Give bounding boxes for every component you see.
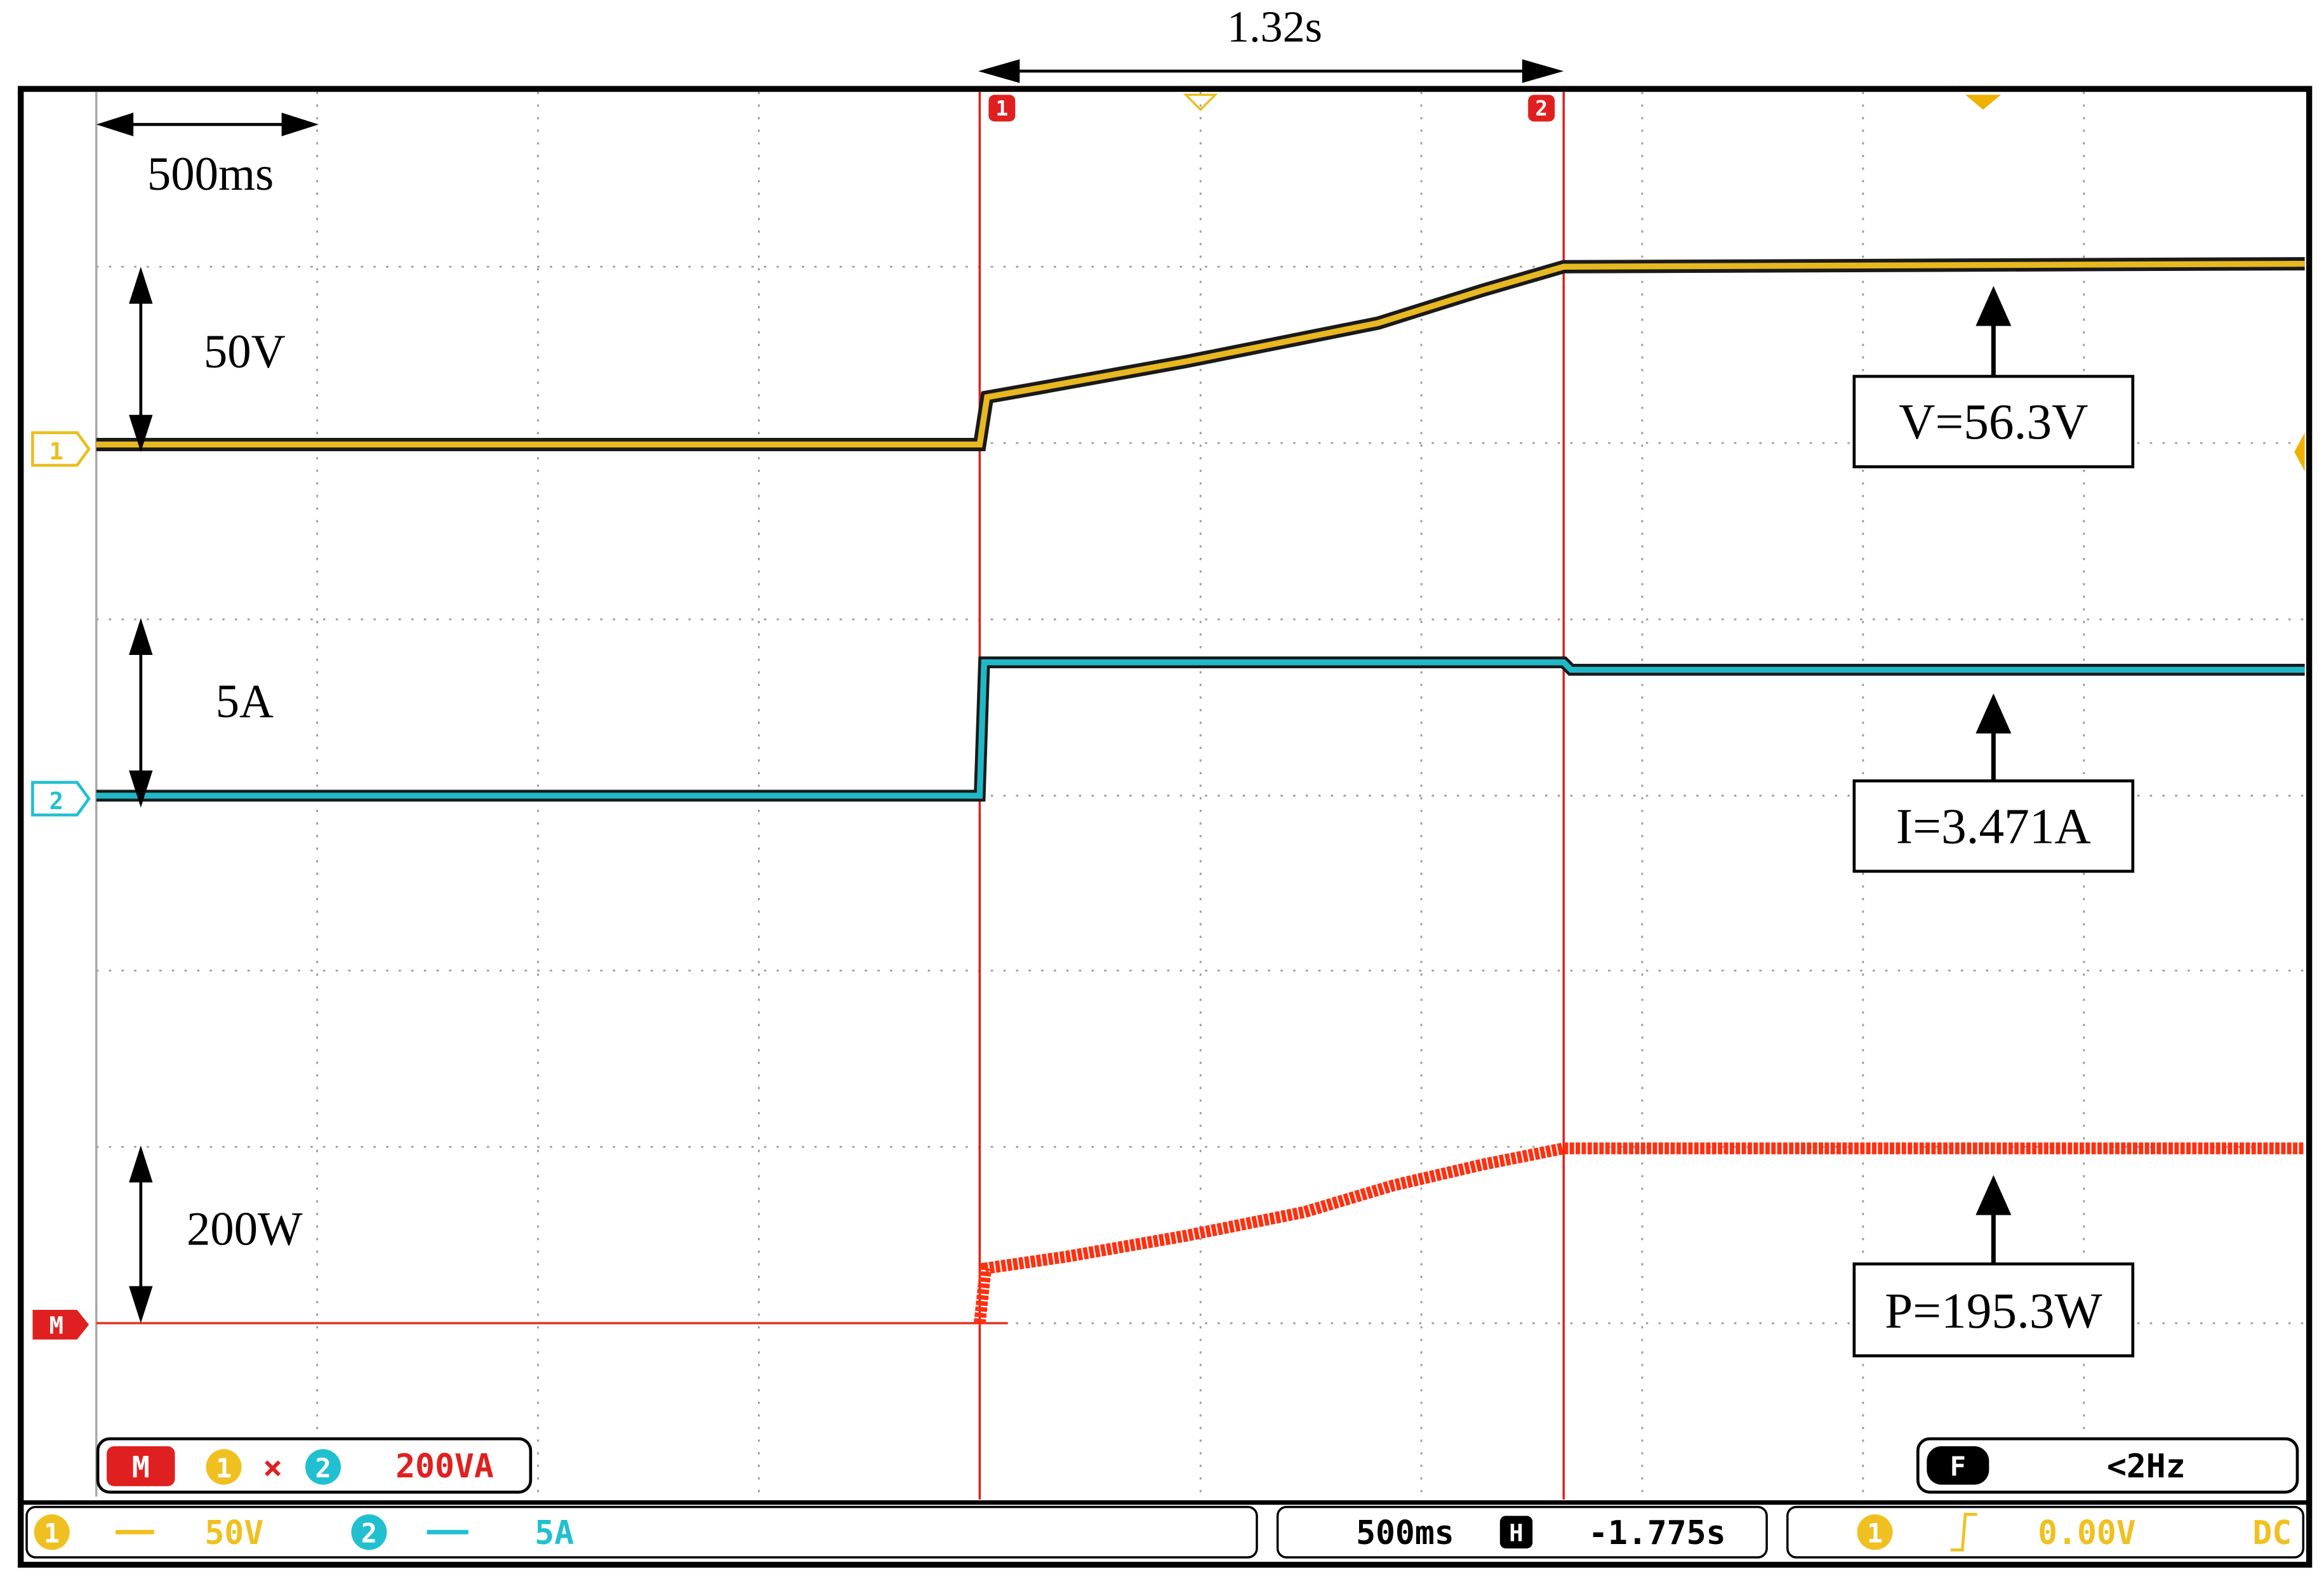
freq-value: <2Hz	[2107, 1448, 2186, 1486]
cursor-badge	[988, 95, 1016, 122]
trigger-level: 0.00V	[2038, 1514, 2136, 1552]
channel-badge	[305, 1449, 342, 1485]
cursor-badge	[1528, 95, 1555, 122]
scale-label: 200W	[187, 1203, 303, 1255]
current-trace	[96, 659, 2305, 799]
channel-marker-label: M	[49, 1311, 63, 1339]
power-trace	[974, 1142, 2305, 1324]
cursor-label: 1	[996, 96, 1009, 121]
math-operator: ×	[263, 1449, 282, 1487]
arrow-head	[129, 267, 153, 304]
edge-symbol	[1950, 1512, 1977, 1552]
channel-scale: 5A	[535, 1514, 574, 1552]
reading-label: I=3.471A	[1896, 799, 2091, 855]
math-scale: 200VA	[395, 1448, 494, 1486]
arrow-head	[281, 112, 319, 136]
trigger-marker	[1965, 95, 2002, 110]
channel-badge	[351, 1514, 387, 1550]
span-label: 1.32s	[1227, 3, 1322, 51]
level-marker	[2294, 432, 2305, 472]
channel-marker-label: 1	[49, 437, 63, 465]
coupling: DC	[2252, 1514, 2292, 1552]
freq-badge-label: F	[1950, 1451, 1966, 1482]
math-badge	[107, 1446, 175, 1486]
arrow-head	[129, 617, 153, 656]
trigger-marker	[1183, 93, 1218, 112]
scale-label: 5A	[216, 675, 274, 728]
h-badge	[1499, 1515, 1533, 1548]
reading-box	[1852, 374, 2135, 468]
arrow-head	[129, 414, 153, 452]
reading-label: P=195.3W	[1885, 1283, 2102, 1339]
channel-badge-label: 1	[44, 1518, 60, 1549]
channel-marker	[31, 781, 91, 817]
channel-badge	[206, 1449, 242, 1485]
reading-box	[1852, 1262, 2135, 1357]
status-box	[1786, 1505, 2305, 1559]
scale-label: 50V	[204, 326, 286, 378]
channel-badge-label: 2	[361, 1518, 377, 1549]
status-box	[25, 1505, 1258, 1559]
h-label: H	[1509, 1519, 1523, 1547]
timebase: 500ms	[1356, 1514, 1454, 1552]
arrow-head	[96, 112, 134, 136]
channel-badge-label: 1	[1867, 1518, 1883, 1549]
reading-box	[1852, 779, 2135, 873]
channel-badge	[34, 1514, 70, 1550]
channel-badge-label: 2	[315, 1453, 331, 1484]
cursor-label: 2	[1535, 96, 1548, 121]
arrow-head	[1975, 286, 2012, 326]
channel-marker-label: 2	[49, 787, 63, 815]
channel-badge	[1857, 1514, 1893, 1550]
channel-badge-label: 1	[216, 1453, 232, 1484]
freq-badge	[1927, 1446, 1989, 1485]
channel-marker	[32, 1310, 90, 1340]
freq-box	[1916, 1437, 2299, 1494]
arrow-head	[1522, 59, 1564, 83]
channel-marker	[31, 431, 91, 467]
reading-label: V=56.3V	[1899, 394, 2088, 450]
arrow-head	[1975, 1175, 2012, 1215]
arrow-head	[129, 770, 153, 808]
math-label: M	[132, 1451, 150, 1485]
channel-scale: 50V	[205, 1514, 264, 1552]
h-position: -1.775s	[1588, 1514, 1725, 1552]
arrow-head	[129, 1286, 153, 1324]
arrow-head	[1975, 693, 2012, 734]
arrow-head	[978, 59, 1020, 83]
scale-label: 500ms	[147, 148, 274, 201]
arrow-head	[129, 1145, 153, 1183]
voltage-trace	[96, 260, 2305, 448]
